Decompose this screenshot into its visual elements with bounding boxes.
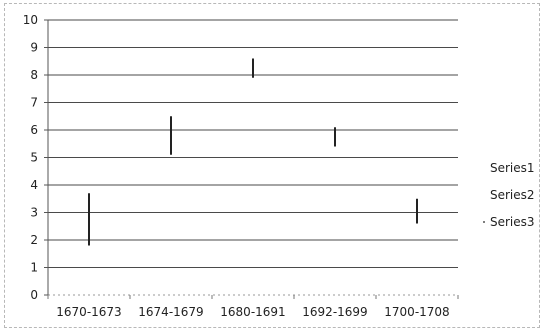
gridlines (48, 19, 458, 296)
hi-lo-lines (88, 58, 418, 246)
y-tick-label: 1 (30, 261, 38, 275)
x-tick-label: 1680-1691 (220, 305, 285, 319)
x-tick-label: 1670-1673 (56, 305, 121, 319)
y-axis: 0 1 2 3 4 5 6 7 8 9 10 (23, 13, 49, 302)
chart-frame (4, 3, 540, 328)
legend-entry: Series1 (490, 161, 535, 175)
y-tick-label: 4 (30, 178, 38, 192)
x-tick-label: 1700-1708 (384, 305, 449, 319)
y-tick-label: 9 (30, 41, 38, 55)
y-tick-label: 2 (30, 233, 38, 247)
y-tick-label: 5 (30, 151, 38, 165)
x-tick-label: 1692-1699 (302, 305, 367, 319)
y-tick-label: 6 (30, 123, 38, 137)
legend-marker (483, 221, 485, 223)
x-tick-label: 1674-1679 (138, 305, 203, 319)
y-tick-label: 0 (30, 288, 38, 302)
legend-entry: Series2 (490, 188, 535, 202)
y-tick-label: 10 (23, 13, 38, 27)
legend-entry: Series3 (490, 215, 535, 229)
y-tick-label: 7 (30, 96, 38, 110)
legend: Series1 Series2 Series3 (483, 161, 535, 229)
y-tick-label: 8 (30, 68, 38, 82)
y-tick-label: 3 (30, 206, 38, 220)
x-axis: 1670-1673 1674-1679 1680-1691 1692-1699 1700… (47, 295, 459, 319)
